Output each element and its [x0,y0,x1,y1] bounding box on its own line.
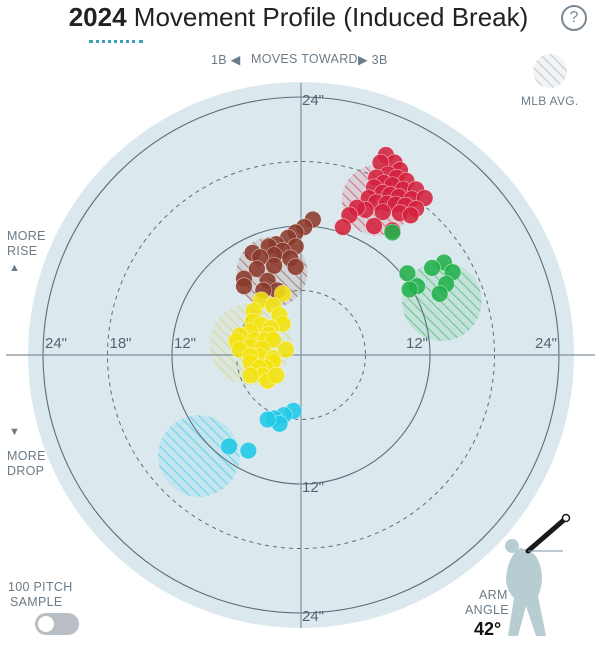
direction-label: MOVES TOWARD [251,52,358,66]
year-selector[interactable]: 2024 [68,2,127,32]
pitch-point-brown[interactable] [235,277,253,295]
pitch-point-brown[interactable] [265,257,283,275]
more-drop-label-1: MORE [7,449,46,463]
sample-toggle[interactable] [35,613,79,635]
arm-angle-line-icon [525,516,568,554]
toggle-knob [38,616,54,632]
ring-label-bottom-12: 12" [302,479,324,496]
pitch-point-yellow[interactable] [241,366,260,385]
ring-label-right-12: 12" [406,335,428,352]
rise-arrow-icon: ▲ [9,262,21,274]
pitch-point-red[interactable] [374,203,392,221]
pitch-point-red[interactable] [334,218,352,236]
ring-label-bottom-24: 24" [302,608,324,625]
ring-label-left-18: 18" [109,335,131,352]
arm-angle-value: 42° [474,619,502,639]
arm-label-2: ANGLE [465,603,509,617]
pitch-point-green[interactable] [400,280,419,299]
pitch-point-brown[interactable] [248,260,266,278]
year-dropdown-indicator[interactable] [89,40,143,43]
pitch-point-green[interactable] [383,223,402,242]
pitch-point-cyan[interactable] [239,441,258,460]
ring-label-top-24: 24" [302,92,324,109]
direction-left: 1B ◀ [211,53,241,67]
page-title: 2024 Movement Profile (Induced Break) [0,2,597,33]
pitch-point-cyan[interactable] [220,437,238,456]
ring-label-left-12: 12" [174,335,196,352]
ball-icon [561,513,571,523]
mlb-avg-label: MLB AVG. [521,94,579,108]
ring-label-left-24: 24" [45,335,67,352]
more-rise-label-1: MORE [7,229,46,243]
pitch-point-red[interactable] [401,206,420,224]
pitcher-head-icon [505,539,519,553]
pitch-point-yellow[interactable] [267,366,285,385]
ring-label-right-24: 24" [535,335,557,352]
pitch-point-yellow[interactable] [277,340,295,359]
pitcher-silhouette-icon [506,548,546,636]
pitch-point-red[interactable] [365,217,383,235]
more-rise-label-2: RISE [7,244,38,258]
sample-label-1: 100 PITCH [8,580,73,594]
direction-right: ▶ 3B [358,53,388,67]
drop-arrow-icon: ▼ [9,426,21,438]
pitch-point-green[interactable] [423,259,441,277]
mlb-avg-cyan [158,415,240,497]
pitch-point-brown[interactable] [286,258,305,276]
mlb-avg-legend-icon [533,54,567,88]
pitch-point-yellow[interactable] [274,285,292,303]
help-icon[interactable]: ? [561,5,587,31]
pitch-point-cyan[interactable] [258,410,277,429]
more-drop-label-2: DROP [7,464,45,478]
arm-label-1: ARM [479,588,508,602]
title-text: Movement Profile (Induced Break) [133,2,529,32]
pitch-point-green[interactable] [430,285,449,303]
sample-label-2: SAMPLE [10,595,63,609]
